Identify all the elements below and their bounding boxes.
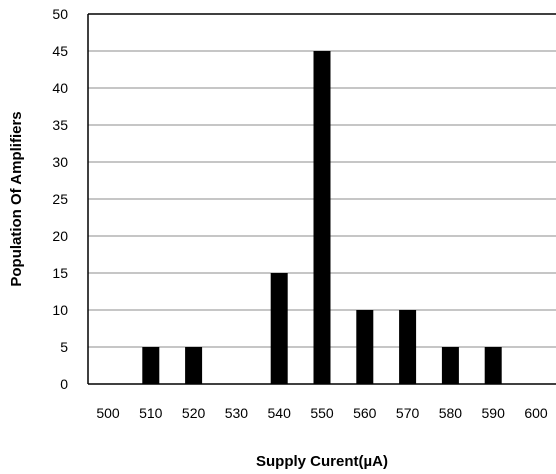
x-tick-label: 580 xyxy=(439,405,463,421)
x-tick-label: 600 xyxy=(524,405,548,421)
y-tick-label: 0 xyxy=(60,376,68,392)
bar-560 xyxy=(356,310,374,384)
bar-540 xyxy=(270,273,288,384)
bar-590 xyxy=(484,347,502,384)
x-tick-label: 550 xyxy=(310,405,334,421)
bar-550 xyxy=(313,51,331,384)
x-tick-labels: 500 510 520 530 540 550 560 570 580 590 600 xyxy=(96,405,548,421)
y-tick-label: 45 xyxy=(52,43,68,59)
x-tick-label: 590 xyxy=(482,405,506,421)
y-tick-label: 5 xyxy=(60,339,68,355)
x-tick-label: 520 xyxy=(182,405,206,421)
y-axis-title: Population Of Amplifiers xyxy=(8,111,25,286)
y-tick-label: 10 xyxy=(52,302,68,318)
y-tick-label: 30 xyxy=(52,154,68,170)
y-tick-label: 25 xyxy=(52,191,68,207)
x-tick-label: 560 xyxy=(353,405,377,421)
x-tick-label: 570 xyxy=(396,405,420,421)
x-tick-label: 530 xyxy=(225,405,249,421)
x-tick-label: 540 xyxy=(268,405,292,421)
x-tick-label: 510 xyxy=(139,405,163,421)
x-tick-label: 500 xyxy=(96,405,120,421)
bar-510 xyxy=(142,347,160,384)
x-axis-title: Supply Curent(µA) xyxy=(256,453,388,470)
bar-520 xyxy=(185,347,203,384)
bar-570 xyxy=(399,310,417,384)
bar-580 xyxy=(441,347,459,384)
y-tick-label: 40 xyxy=(52,80,68,96)
bars xyxy=(142,51,502,384)
y-tick-label: 20 xyxy=(52,228,68,244)
y-tick-label: 35 xyxy=(52,117,68,133)
y-tick-label: 15 xyxy=(52,265,68,281)
y-tick-labels: 0 5 10 15 20 25 30 35 40 45 50 xyxy=(52,6,68,392)
y-tick-label: 50 xyxy=(52,6,68,22)
